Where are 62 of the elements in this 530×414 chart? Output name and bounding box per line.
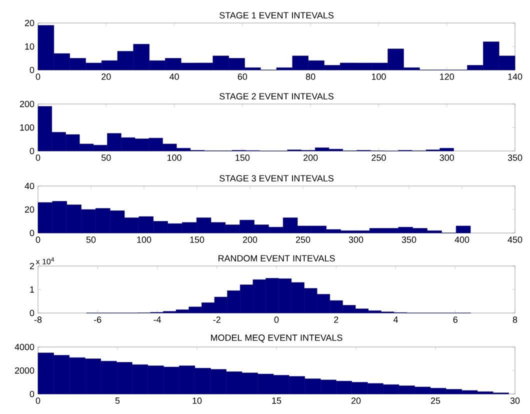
x-tick-label: 8 <box>512 316 518 323</box>
x-tick-label: 10 <box>192 398 202 404</box>
x-tick-label: 80 <box>306 74 316 80</box>
y-tick-label: 0 <box>30 310 34 316</box>
y-tick-label: 1 <box>30 286 34 293</box>
chart-title: STAGE 3 EVENT INTEVALS <box>220 175 334 182</box>
x-tick-label: -6 <box>94 316 102 323</box>
x-tick-label: -2 <box>213 316 220 323</box>
x-tick-label: 0 <box>36 74 40 80</box>
x-tick-label: 100 <box>137 236 152 243</box>
chart-title: STAGE 2 EVENT INTEVALS <box>220 93 334 100</box>
x-tick-label: 300 <box>348 236 364 243</box>
x-tick-label: 0 <box>36 236 40 243</box>
y-tick-label: 40 <box>24 182 34 190</box>
x-tick-label: 300 <box>440 154 454 161</box>
x-tick-label: 140 <box>508 74 522 80</box>
x-tick-label: 350 <box>402 236 416 243</box>
y-tick-label: 0 <box>30 66 34 74</box>
y-tick-label: 4000 <box>14 344 34 350</box>
x-tick-label: 5 <box>115 398 120 404</box>
x-tick-label: 100 <box>168 154 182 161</box>
x-tick-label: 6 <box>453 316 458 323</box>
x-tick-label: 40 <box>170 74 179 80</box>
x-tick-label: 50 <box>102 154 111 161</box>
y-tick-label: 2 <box>30 262 34 270</box>
x-tick-label: 400 <box>454 236 470 243</box>
x-tick-label: 120 <box>440 74 454 80</box>
x-tick-label: 150 <box>190 236 204 243</box>
x-tick-label: 20 <box>102 74 111 80</box>
x-tick-label: 250 <box>296 236 310 243</box>
x-tick-label: 20 <box>351 398 361 404</box>
y-tick-label: 100 <box>20 124 34 131</box>
x-tick-label: 0 <box>36 398 40 404</box>
x-tick-label: 100 <box>372 74 386 80</box>
x-tick-label: 0 <box>274 316 279 323</box>
y-tick-label: 0 <box>30 390 34 398</box>
x-tick-label: 50 <box>86 236 96 243</box>
x-tick-label: 30 <box>510 398 520 404</box>
y-tick-label: 2000 <box>14 367 34 374</box>
x-tick-label: 150 <box>236 154 250 161</box>
x-tick-label: 60 <box>238 74 248 80</box>
x-tick-label: 250 <box>372 154 386 161</box>
y-tick-label: 10 <box>25 43 34 50</box>
x-tick-label: 25 <box>430 398 440 404</box>
x-tick-label: 200 <box>304 154 318 161</box>
chart-title: RANDOM EVENT INTEVALS <box>218 255 335 262</box>
y-tick-label: 0 <box>30 148 34 154</box>
chart-title: STAGE 1 EVENT INTEVALS <box>220 12 334 19</box>
x-tick-label: 200 <box>242 236 258 243</box>
x-tick-label: 350 <box>508 154 522 161</box>
y-tick-label: 200 <box>20 100 34 108</box>
x-tick-label: 4 <box>393 316 398 323</box>
x-tick-label: 15 <box>272 398 282 404</box>
y-tick-label: 20 <box>24 20 34 26</box>
x-tick-label: 450 <box>508 236 522 243</box>
chart-title: MODEL MEQ EVENT INTEVALS <box>211 334 342 342</box>
x-tick-label: -4 <box>154 316 161 323</box>
y-tick-label: 0 <box>30 230 34 236</box>
x-tick-label: 2 <box>334 316 338 323</box>
y-tick-label: 20 <box>24 206 34 213</box>
x-tick-label: 0 <box>36 154 40 161</box>
x-tick-label: -8 <box>34 316 42 323</box>
